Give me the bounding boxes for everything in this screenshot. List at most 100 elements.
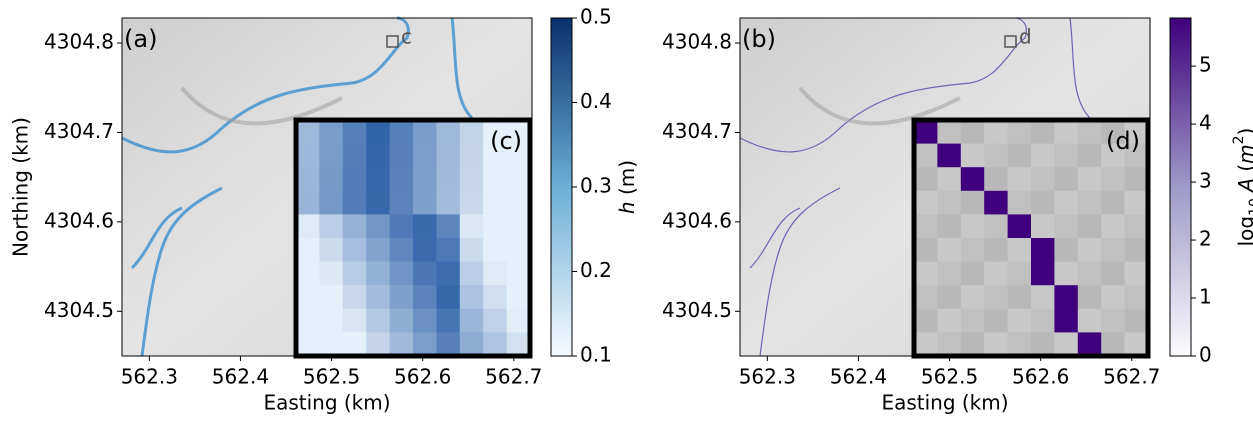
- colorbar-tick-label: 0.2: [580, 258, 612, 282]
- inset-label: (d): [1106, 127, 1140, 155]
- inset-cell: [914, 309, 938, 333]
- colorbar: [551, 18, 572, 356]
- colorbar-label-part: (m): [615, 160, 639, 201]
- inset-cell: [961, 191, 985, 215]
- inset-cell: [1008, 262, 1032, 286]
- inset-cell: [1008, 238, 1032, 262]
- inset-cell: [343, 144, 367, 168]
- inset-cell: [366, 120, 390, 144]
- inset-cell: [1054, 285, 1078, 309]
- inset-cell: [961, 167, 985, 191]
- inset-cell: [390, 120, 414, 144]
- inset-cell: [1008, 167, 1032, 191]
- inset-cell: [1008, 120, 1032, 144]
- inset-cell: [296, 214, 320, 238]
- inset-cell: [483, 309, 507, 333]
- inset-cell: [984, 144, 1008, 168]
- inset-cell: [296, 144, 320, 168]
- x-axis-label: Easting (km): [263, 391, 390, 415]
- x-tick-label: 562.7: [485, 365, 542, 389]
- inset-cell: [984, 262, 1008, 286]
- marker-label: d: [1019, 25, 1032, 49]
- inset-cell: [937, 309, 961, 333]
- inset-cell: [961, 120, 985, 144]
- inset-cell: [460, 332, 484, 356]
- inset-cell: [390, 144, 414, 168]
- inset-cell: [1031, 332, 1055, 356]
- inset-cell: [1101, 167, 1125, 191]
- inset-cell: [390, 332, 414, 356]
- inset-cell: [436, 309, 460, 333]
- inset-cell: [1078, 285, 1102, 309]
- inset-cell: [413, 214, 437, 238]
- inset-cell: [390, 309, 414, 333]
- inset-cell: [1054, 332, 1078, 356]
- y-tick-label: 4304.6: [662, 208, 732, 232]
- inset-cell: [413, 238, 437, 262]
- inset-cell: [507, 167, 531, 191]
- inset-cell: [343, 191, 367, 215]
- inset-cell: [984, 191, 1008, 215]
- inset-cell: [914, 144, 938, 168]
- inset-cell: [343, 214, 367, 238]
- inset-cell: [460, 262, 484, 286]
- inset-cell: [1054, 191, 1078, 215]
- colorbar-tick-label: 3: [1199, 169, 1212, 193]
- inset-cell: [1125, 332, 1149, 356]
- inset-cell: [390, 191, 414, 215]
- inset-cell: [319, 309, 343, 333]
- inset-cell: [914, 262, 938, 286]
- x-tick-label: 562.6: [394, 365, 451, 389]
- x-tick-label: 562.5: [921, 365, 978, 389]
- inset-cell: [343, 309, 367, 333]
- inset-cell: [366, 285, 390, 309]
- inset-cell: [413, 309, 437, 333]
- inset-cell: [1078, 238, 1102, 262]
- inset-cell: [319, 144, 343, 168]
- inset-cell: [366, 238, 390, 262]
- inset-cell: [436, 191, 460, 215]
- inset-cell: [319, 332, 343, 356]
- y-tick-label: 4304.5: [44, 298, 114, 322]
- inset-cell: [1008, 191, 1032, 215]
- panel-label: (b): [742, 25, 776, 53]
- inset-cell: [1101, 332, 1125, 356]
- inset-cell: [1101, 262, 1125, 286]
- inset-cell: [343, 285, 367, 309]
- inset-cell: [1078, 309, 1102, 333]
- inset-cell: [390, 214, 414, 238]
- inset-label: (c): [490, 127, 522, 155]
- inset-cell: [460, 238, 484, 262]
- inset-cell: [984, 167, 1008, 191]
- colorbar-tick-label: 0.1: [580, 343, 612, 367]
- inset-cell: [937, 262, 961, 286]
- inset-cell: [914, 191, 938, 215]
- inset-cell: [390, 167, 414, 191]
- inset-cell: [1054, 144, 1078, 168]
- inset-cell: [1031, 285, 1055, 309]
- inset-cell: [507, 191, 531, 215]
- inset: [296, 120, 531, 357]
- inset-cell: [436, 285, 460, 309]
- inset-cell: [366, 309, 390, 333]
- inset-cell: [366, 262, 390, 286]
- inset-cell: [1078, 144, 1102, 168]
- inset-cell: [343, 262, 367, 286]
- colorbar: [1170, 18, 1191, 356]
- inset-cell: [1031, 120, 1055, 144]
- colorbar-label-part: log: [1234, 216, 1253, 247]
- inset-cell: [1078, 262, 1102, 286]
- inset-cell: [1054, 214, 1078, 238]
- inset-cell: [1008, 309, 1032, 333]
- inset-cell: [413, 144, 437, 168]
- inset-cell: [319, 238, 343, 262]
- inset-cell: [1101, 214, 1125, 238]
- inset-cell: [366, 191, 390, 215]
- colorbar-tick-label: 4: [1199, 111, 1212, 135]
- inset-cell: [1031, 144, 1055, 168]
- inset-cell: [296, 120, 320, 144]
- inset-cell: [1031, 167, 1055, 191]
- inset-cell: [961, 262, 985, 286]
- inset-cell: [1101, 309, 1125, 333]
